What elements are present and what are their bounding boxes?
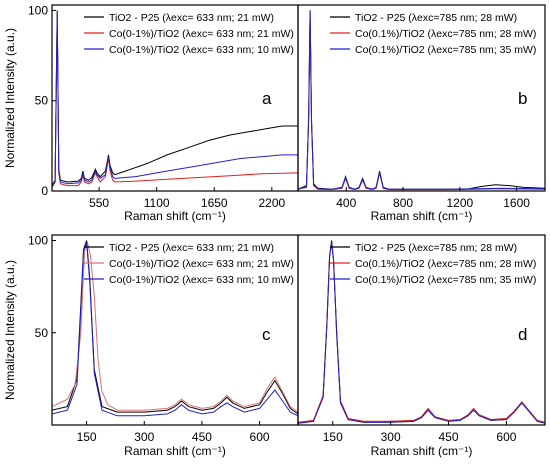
x-tick-label: 300 [134, 430, 154, 444]
series-line-a-2 [52, 13, 298, 188]
x-tick-label: 1650 [201, 196, 228, 210]
y-axis-label: Normalized Intensity (a.u.) [3, 260, 17, 400]
panel-label: a [262, 89, 272, 108]
series-line-b-3 [298, 10, 545, 190]
series-line-c-3 [52, 242, 298, 417]
panel-a: 550 1100 1650 2200 0 50 100 Raman shift (cm⁻¹) N… [3, 3, 299, 223]
x-tick-label: 1200 [446, 196, 473, 210]
series-line-a-3 [52, 12, 298, 186]
x-tick-label: 150 [323, 430, 343, 444]
legend-entry: TiO2 - P25 (λexc= 633 nm; 21 mW) [109, 242, 274, 254]
legend-entry: Co(0.1%)/TiO2 (λexc=785 nm; 35 mW) [355, 44, 536, 56]
legend-entry: Co(0-1%)/TiO2 (λexc= 633 nm; 10 mW) [109, 44, 294, 56]
y-tick-label: 100 [28, 234, 48, 248]
panel-label: c [262, 325, 271, 344]
panel-label: b [518, 89, 527, 108]
x-axis-label: Raman shift (cm⁻¹) [371, 444, 473, 458]
x-tick-label: 300 [381, 430, 401, 444]
y-tick-label: 0 [41, 184, 48, 198]
y-tick-label: 100 [28, 3, 48, 17]
panel-c: 150 300 450 600 50 100 Raman shift (cm⁻¹) Norma… [3, 234, 299, 458]
y-tick-label: 50 [35, 94, 49, 108]
x-tick-label: 600 [250, 430, 270, 444]
x-tick-label: 600 [496, 430, 516, 444]
legend-entry: Co(0.1%)/TiO2 (λexc=785 nm; 28 mW) [355, 258, 536, 270]
series-line-a-1 [52, 10, 298, 186]
x-tick-label: 450 [439, 430, 459, 444]
x-tick-label: 400 [336, 196, 356, 210]
legend-entry: Co(0-1%)/TiO2 (λexc= 633 nm; 21 mW) [109, 28, 294, 40]
plot-frame-b [297, 4, 546, 192]
x-axis-label: Raman shift (cm⁻¹) [124, 209, 226, 223]
x-tick-label: 150 [77, 430, 97, 444]
x-tick-label: 550 [89, 196, 109, 210]
panel-label: d [518, 325, 527, 344]
panel-b: 400 800 1200 1600 Raman shift (cm⁻¹) b TiO2 - … [297, 4, 546, 223]
legend-entry: Co(0-1%)/TiO2 (λexc= 633 nm; 21 mW) [109, 258, 294, 270]
legend-entry: TiO2 - P25 (λexc=785 nm; 28 mW) [355, 242, 517, 254]
y-axis-label: Normalized Intensity (a.u.) [3, 28, 17, 168]
legend-entry: Co(0-1%)/TiO2 (λexc= 633 nm; 10 mW) [109, 274, 294, 286]
series-line-d-3 [298, 242, 545, 424]
x-axis-label: Raman shift (cm⁻¹) [371, 209, 473, 223]
x-tick-label: 2200 [258, 196, 285, 210]
legend-entry: Co(0.1%)/TiO2 (λexc=785 nm; 28 mW) [355, 28, 536, 40]
x-tick-label: 800 [393, 196, 413, 210]
y-tick-label: 50 [35, 326, 49, 340]
legend-entry: TiO2 - P25 (λexc= 633 nm; 21 mW) [109, 12, 274, 24]
plot-frame-d [297, 234, 546, 426]
legend-entry: TiO2 - P25 (λexc=785 nm; 28 mW) [355, 12, 517, 24]
x-tick-label: 1100 [144, 196, 170, 210]
x-tick-label: 450 [192, 430, 212, 444]
legend-entry: Co(0.1%)/TiO2 (λexc=785 nm; 35 mW) [355, 274, 536, 286]
x-axis-label: Raman shift (cm⁻¹) [124, 444, 226, 458]
x-tick-label: 1600 [503, 196, 530, 210]
panel-d: 150 300 450 600 Raman shift (cm⁻¹) d TiO2 - P2… [297, 234, 546, 458]
